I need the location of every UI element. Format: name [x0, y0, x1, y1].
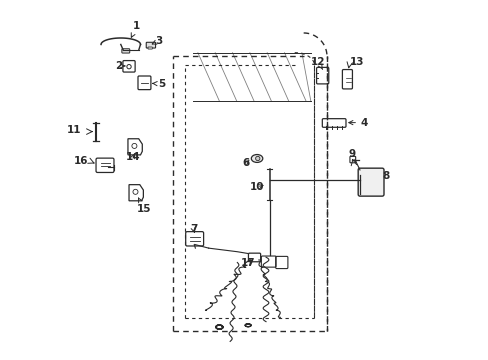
- Text: 8: 8: [382, 171, 388, 181]
- Text: 14: 14: [126, 152, 141, 162]
- Text: 9: 9: [348, 149, 355, 159]
- Ellipse shape: [251, 154, 262, 162]
- Text: 12: 12: [310, 57, 325, 69]
- FancyBboxPatch shape: [148, 47, 152, 49]
- Ellipse shape: [255, 156, 260, 161]
- Text: 7: 7: [189, 225, 197, 234]
- FancyBboxPatch shape: [357, 168, 383, 196]
- Text: 2: 2: [114, 61, 124, 71]
- Text: 3: 3: [152, 36, 163, 46]
- Text: 15: 15: [137, 198, 151, 214]
- Text: 10: 10: [249, 182, 264, 192]
- Text: 17: 17: [240, 258, 255, 268]
- Text: 1: 1: [131, 21, 140, 37]
- FancyBboxPatch shape: [146, 42, 155, 48]
- FancyBboxPatch shape: [122, 49, 129, 53]
- Text: 5: 5: [152, 79, 165, 89]
- Text: 4: 4: [348, 118, 367, 128]
- Text: 6: 6: [242, 158, 249, 168]
- Text: 13: 13: [349, 57, 364, 67]
- Text: 11: 11: [67, 125, 81, 135]
- Text: 16: 16: [74, 156, 88, 166]
